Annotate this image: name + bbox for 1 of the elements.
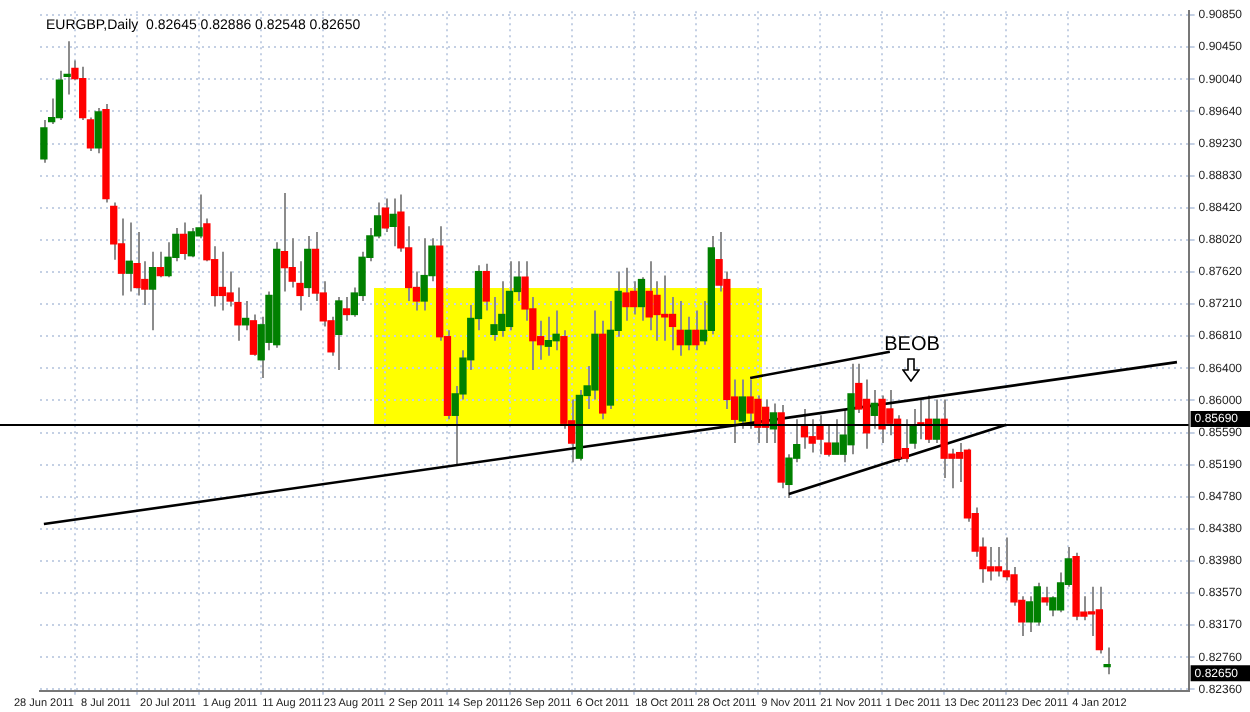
annotation: BEOB bbox=[884, 333, 941, 356]
